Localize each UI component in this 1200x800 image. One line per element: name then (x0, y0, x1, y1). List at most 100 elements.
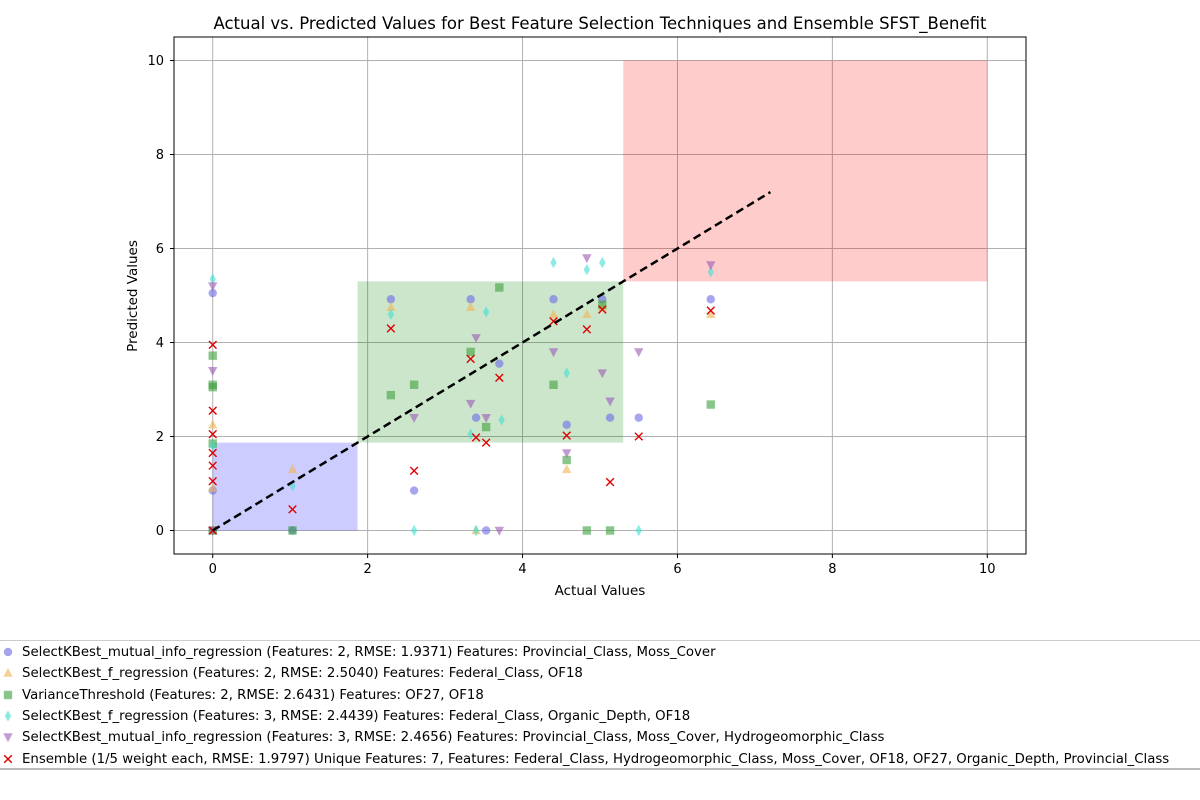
y-tick-label: 4 (156, 336, 164, 351)
data-point (582, 309, 592, 318)
y-axis-label: Predicted Values (125, 240, 141, 352)
legend: SelectKBest_mutual_info_regression (Feat… (0, 640, 1200, 770)
data-point (208, 419, 218, 429)
data-point (605, 477, 615, 487)
data-point (466, 347, 475, 357)
data-point (386, 295, 396, 304)
data-point (706, 261, 716, 271)
data-point (465, 302, 476, 311)
data-point (598, 300, 607, 310)
legend-label: VarianceThreshold (Features: 2, RMSE: 2.… (22, 687, 484, 703)
series-6 (208, 305, 716, 535)
data-point (208, 448, 218, 458)
data-point (208, 288, 217, 298)
legend-marker (4, 710, 12, 721)
data-point (495, 373, 504, 383)
data-point (706, 295, 715, 304)
data-point (548, 309, 559, 318)
data-point (467, 428, 474, 440)
data-point (481, 414, 491, 423)
data-point (635, 524, 642, 537)
data-point (465, 399, 476, 409)
legend-marker (3, 754, 13, 763)
data-point (386, 390, 396, 400)
x-tick-label: 10 (979, 562, 996, 577)
x-tick-label: 6 (673, 562, 681, 577)
data-point (605, 526, 615, 535)
data-point (562, 431, 571, 440)
chart-title: Actual vs. Predicted Values for Best Fea… (213, 14, 987, 34)
data-point (386, 324, 396, 333)
data-point (208, 282, 218, 292)
data-point (481, 438, 491, 447)
data-point (208, 483, 218, 492)
y-tick-label: 0 (156, 524, 164, 539)
legend-marker-shape (3, 690, 13, 699)
y-tick-label: 2 (156, 430, 164, 445)
data-point (549, 317, 558, 326)
data-point (598, 305, 607, 314)
legend-marker-shape (3, 668, 13, 677)
data-point (208, 429, 218, 439)
y-tick-label: 10 (147, 54, 164, 69)
scatter-chart: 0 2 4 6 8 10 0 2 4 6 8 10 Actual vs. Predicted Valu… (125, 14, 1027, 599)
legend-marker-shape (3, 733, 13, 743)
data-point (707, 266, 714, 278)
legend-marker (3, 733, 13, 743)
data-point (288, 505, 297, 514)
ideal-fit-line (212, 191, 772, 532)
data-point (208, 340, 218, 350)
data-point (472, 524, 480, 537)
data-point (482, 306, 490, 318)
legend-label: SelectKBest_f_regression (Features: 3, R… (22, 708, 691, 724)
data-point (599, 256, 606, 269)
x-tick-label: 4 (518, 562, 526, 577)
x-axis-label: Actual Values (555, 583, 646, 599)
data-point (562, 455, 571, 465)
data-point (209, 273, 216, 285)
data-point (548, 348, 559, 358)
data-point (706, 309, 716, 318)
data-point (549, 295, 558, 304)
data-point (409, 486, 419, 495)
data-point (410, 524, 418, 537)
data-point (498, 414, 505, 426)
data-point (495, 283, 504, 292)
legend-marker (3, 668, 13, 677)
series-4 (209, 256, 714, 537)
data-point (706, 400, 715, 409)
data-point (466, 354, 475, 364)
data-point (471, 334, 481, 343)
data-point (288, 526, 297, 535)
legend-label: SelectKBest_mutual_info_regression (Feat… (22, 730, 885, 746)
data-point (634, 348, 644, 358)
data-point (208, 476, 218, 486)
data-point (582, 325, 592, 334)
data-point (208, 382, 217, 392)
data-point (706, 306, 716, 315)
data-point (386, 302, 396, 311)
legend-marker (3, 690, 13, 699)
legend-marker-shape (3, 647, 13, 657)
x-tick-label: 8 (828, 562, 836, 577)
data-point (208, 406, 218, 415)
legend-marker-shape (3, 754, 13, 763)
x-tick-label: 0 (209, 562, 217, 577)
legend-label: Ensemble (1/5 weight each, RMSE: 1.9797)… (22, 751, 1170, 767)
data-point (494, 526, 505, 536)
legend-marker (3, 647, 13, 657)
data-point (634, 432, 644, 441)
data-point (597, 369, 608, 379)
legend-label: SelectKBest_f_regression (Features: 2, R… (22, 666, 583, 682)
data-point (471, 433, 481, 442)
data-point (582, 254, 592, 264)
x-tick-label: 2 (363, 562, 371, 577)
data-point (481, 526, 491, 535)
data-point (583, 263, 591, 276)
data-point (208, 461, 218, 470)
data-point (563, 367, 570, 379)
y-tick-label: 8 (156, 148, 164, 163)
data-point (208, 367, 218, 376)
data-point (208, 351, 217, 360)
data-point (481, 422, 491, 432)
